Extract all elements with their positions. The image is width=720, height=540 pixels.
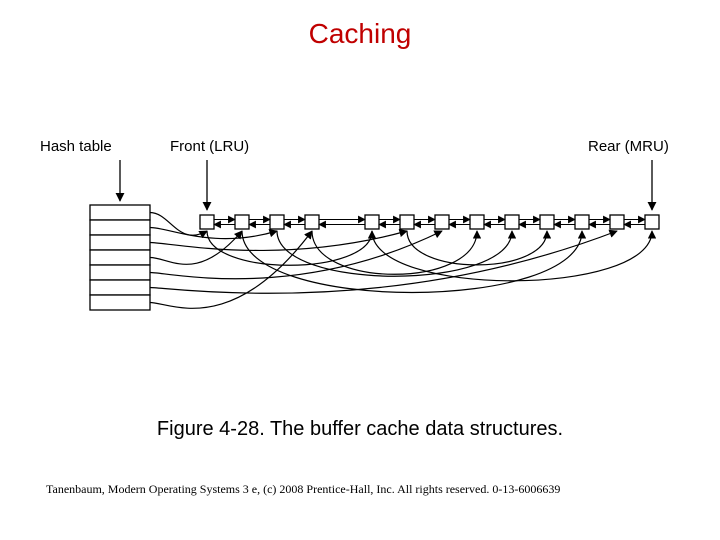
copyright-footer: Tanenbaum, Modern Operating Systems 3 e,… — [46, 482, 560, 497]
footer-text: Tanenbaum, Modern Operating Systems 3 e,… — [46, 482, 560, 496]
diagram-label: Front (LRU) — [170, 138, 249, 155]
page-title: Caching — [0, 18, 720, 50]
figure-caption: Figure 4-28. The buffer cache data struc… — [0, 418, 720, 441]
diagram-label: Rear (MRU) — [588, 138, 669, 155]
diagram-label: Hash table — [40, 138, 112, 155]
caption-text: Figure 4-28. The buffer cache data struc… — [157, 418, 563, 440]
buffer-cache-diagram: Hash table Front (LRU) Rear (MRU) — [30, 115, 690, 365]
title-text: Caching — [309, 18, 412, 49]
